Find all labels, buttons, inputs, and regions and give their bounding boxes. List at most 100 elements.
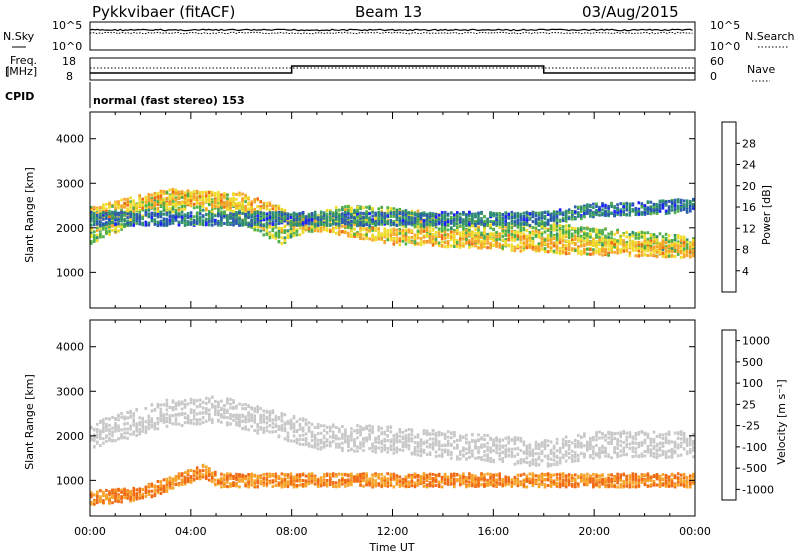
data-cell bbox=[162, 206, 166, 210]
data-cell bbox=[256, 214, 259, 218]
data-cell bbox=[561, 247, 565, 251]
data-cell bbox=[564, 246, 568, 250]
data-cell bbox=[586, 238, 589, 242]
data-cell bbox=[613, 206, 616, 210]
data-cell bbox=[168, 222, 172, 226]
data-cell bbox=[619, 236, 622, 240]
data-cell bbox=[446, 224, 450, 227]
data-cell bbox=[613, 232, 616, 236]
data-cell bbox=[416, 222, 420, 226]
data-cell bbox=[90, 205, 93, 209]
data-cell bbox=[661, 248, 665, 252]
colorbar-tick-label: 20 bbox=[742, 180, 756, 193]
data-cell bbox=[186, 199, 190, 203]
data-cell bbox=[574, 230, 577, 234]
data-cell bbox=[368, 212, 371, 216]
data-cell bbox=[640, 241, 644, 245]
data-cell bbox=[628, 236, 632, 240]
data-cell bbox=[440, 213, 444, 217]
data-cell bbox=[516, 230, 520, 234]
data-cell bbox=[616, 210, 619, 214]
data-cell bbox=[310, 229, 314, 233]
data-cell bbox=[371, 206, 374, 210]
data-cell bbox=[126, 197, 129, 201]
data-cell bbox=[244, 208, 247, 212]
data-cell bbox=[540, 247, 544, 251]
data-cell bbox=[598, 243, 601, 247]
data-cell bbox=[601, 212, 604, 216]
data-cell bbox=[480, 211, 483, 215]
data-cell bbox=[586, 242, 589, 246]
data-cell bbox=[558, 236, 562, 240]
data-cell bbox=[507, 244, 510, 248]
data-cell bbox=[413, 223, 417, 227]
data-cell bbox=[335, 217, 338, 221]
data-cell bbox=[325, 208, 329, 212]
data-cell bbox=[223, 205, 226, 208]
data-cell bbox=[580, 237, 583, 241]
data-cell bbox=[525, 216, 529, 220]
data-cell bbox=[676, 236, 680, 240]
data-cell bbox=[93, 234, 96, 238]
data-cell bbox=[159, 219, 163, 223]
data-cell bbox=[90, 493, 93, 497]
data-cell bbox=[144, 220, 148, 224]
data-cell bbox=[271, 229, 275, 233]
data-cell bbox=[132, 203, 135, 207]
y-tick-label: 3000 bbox=[56, 177, 84, 190]
data-cell bbox=[220, 201, 223, 205]
data-cell bbox=[679, 244, 683, 248]
data-cell bbox=[564, 239, 568, 243]
data-cell bbox=[667, 251, 671, 255]
data-cell bbox=[244, 196, 247, 200]
data-cell bbox=[208, 191, 211, 194]
data-cell bbox=[601, 240, 604, 244]
data-cell bbox=[114, 211, 117, 215]
data-cell bbox=[516, 213, 520, 217]
data-cell bbox=[244, 193, 247, 197]
data-cell bbox=[474, 240, 477, 243]
data-cell bbox=[613, 239, 616, 243]
data-cell bbox=[480, 231, 483, 235]
data-cell bbox=[501, 218, 504, 222]
data-cell bbox=[537, 213, 541, 217]
data-cell bbox=[649, 207, 653, 211]
data-cell bbox=[401, 216, 405, 220]
data-cell bbox=[471, 213, 474, 217]
data-cell bbox=[685, 205, 689, 209]
data-cell bbox=[670, 254, 674, 257]
data-cell bbox=[407, 238, 411, 242]
data-cell bbox=[96, 212, 99, 215]
data-cell bbox=[359, 211, 362, 215]
data-cell bbox=[265, 225, 269, 229]
data-cell bbox=[268, 216, 272, 219]
data-cell bbox=[211, 209, 214, 213]
data-cell bbox=[171, 192, 175, 196]
data-cell bbox=[274, 209, 278, 213]
data-cell bbox=[138, 210, 141, 214]
data-cell bbox=[492, 244, 495, 248]
cpid-label: CPID bbox=[5, 90, 34, 103]
data-cell bbox=[298, 222, 302, 226]
data-cell bbox=[162, 201, 166, 205]
data-cell bbox=[165, 220, 169, 224]
data-cell bbox=[667, 240, 671, 244]
data-cell bbox=[153, 196, 157, 200]
data-cell bbox=[168, 207, 172, 211]
data-cell bbox=[132, 209, 135, 213]
data-cell bbox=[483, 231, 486, 235]
data-cell bbox=[99, 495, 102, 499]
data-cell bbox=[673, 198, 677, 202]
data-cell bbox=[208, 195, 211, 199]
data-cell bbox=[386, 206, 389, 210]
data-cell bbox=[280, 213, 284, 217]
data-cell bbox=[437, 235, 441, 238]
data-cell bbox=[552, 236, 556, 240]
data-cell bbox=[368, 224, 371, 227]
data-cell bbox=[519, 228, 523, 232]
data-cell bbox=[153, 218, 157, 222]
data-cell bbox=[616, 203, 619, 207]
data-cell bbox=[350, 210, 353, 214]
data-cell bbox=[598, 250, 601, 254]
data-cell bbox=[492, 239, 495, 243]
